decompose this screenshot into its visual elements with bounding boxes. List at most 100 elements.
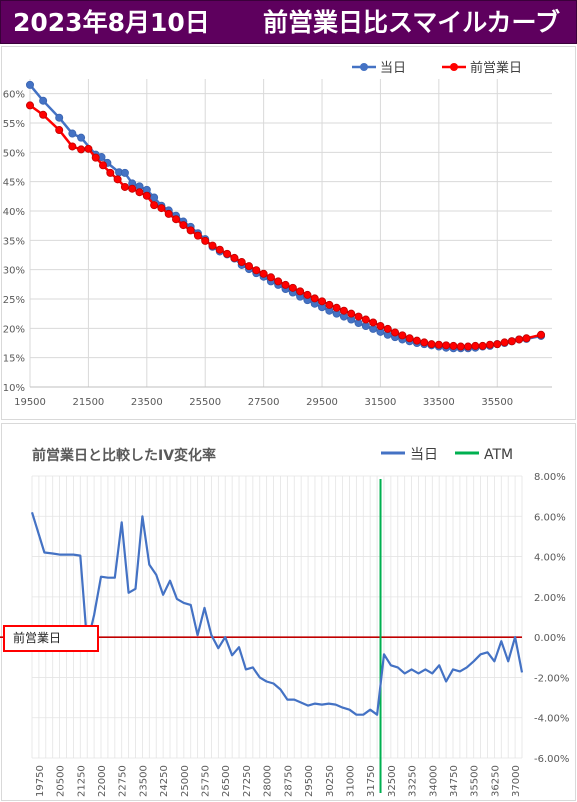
point-previous (135, 188, 144, 197)
y-tick-label: 40% (3, 207, 25, 218)
legend-label: ATM (484, 447, 513, 463)
x-tick-label: 23500 (131, 397, 163, 408)
point-previous (427, 340, 436, 349)
point-previous (376, 321, 385, 330)
point-previous (91, 153, 100, 162)
y-tick-label: -2.00% (534, 673, 569, 684)
point-previous (215, 245, 224, 254)
point-previous (274, 277, 283, 286)
y-tick-label: 15% (3, 354, 25, 365)
point-previous (172, 215, 181, 224)
x-tick-label: 31750 (366, 765, 377, 797)
x-tick-label: 35500 (481, 397, 513, 408)
y-tick-label: 6.00% (534, 512, 566, 523)
header-title: 前営業日比スマイルカーブ (263, 8, 561, 37)
point-previous (339, 306, 348, 315)
x-tick-label: 31000 (345, 765, 356, 797)
point-previous (128, 184, 137, 193)
point-previous (113, 175, 122, 184)
point-previous (507, 337, 516, 346)
point-previous (485, 340, 494, 349)
legend-label: 当日 (380, 61, 406, 76)
point-previous (259, 269, 268, 278)
point-today (25, 80, 34, 89)
x-tick-label: 21500 (72, 397, 104, 408)
point-previous (25, 101, 34, 110)
point-previous (318, 297, 327, 306)
point-today (77, 133, 86, 142)
x-tick-label: 21250 (76, 765, 87, 797)
point-previous (142, 191, 151, 200)
point-previous (39, 110, 48, 119)
point-previous (442, 341, 451, 350)
point-previous (456, 342, 465, 351)
series-line-previous (29, 104, 542, 348)
y-tick-label: 20% (3, 324, 25, 335)
point-previous (391, 328, 400, 337)
point-previous (164, 209, 173, 218)
point-previous (150, 201, 159, 210)
point-previous (515, 335, 524, 344)
x-tick-label: 23500 (138, 765, 149, 797)
point-previous (325, 300, 334, 309)
y-tick-label: 8.00% (534, 472, 566, 483)
y-tick-label: 10% (3, 383, 25, 394)
point-previous (471, 341, 480, 350)
x-tick-label: 33250 (408, 765, 419, 797)
x-tick-label: 19500 (14, 397, 46, 408)
previous-day-label: 前営業日 (3, 625, 99, 652)
x-tick-label: 34750 (449, 765, 460, 797)
point-previous (361, 315, 370, 324)
point-previous (500, 338, 509, 347)
point-previous (434, 340, 443, 349)
point-previous (99, 161, 108, 170)
point-previous (157, 204, 166, 213)
legend-label: 当日 (410, 447, 438, 463)
x-tick-label: 26500 (221, 765, 232, 797)
x-tick-label: 28750 (283, 765, 294, 797)
point-previous (354, 312, 363, 321)
point-previous (84, 144, 93, 153)
point-previous (77, 145, 86, 154)
point-previous (464, 342, 473, 351)
point-previous (179, 221, 188, 230)
point-previous (296, 287, 305, 296)
point-today (39, 96, 48, 105)
x-tick-label: 25750 (201, 765, 212, 797)
x-tick-label: 20500 (56, 765, 67, 797)
point-previous (369, 318, 378, 327)
x-tick-label: 28000 (263, 765, 274, 797)
point-previous (201, 236, 210, 245)
y-tick-label: 30% (3, 266, 25, 277)
x-tick-label: 33500 (423, 397, 455, 408)
y-tick-label: 35% (3, 236, 25, 247)
point-previous (332, 303, 341, 312)
y-tick-label: 45% (3, 178, 25, 189)
x-tick-label: 37000 (511, 765, 522, 797)
point-previous (223, 249, 232, 258)
point-previous (405, 334, 414, 343)
x-tick-label: 29500 (306, 397, 338, 408)
point-today (150, 193, 159, 202)
y-tick-label: 25% (3, 295, 25, 306)
point-previous (522, 334, 531, 343)
point-today (55, 113, 64, 122)
title-bar: 2023年8月10日 前営業日比スマイルカーブ (0, 0, 577, 44)
x-tick-label: 32500 (387, 765, 398, 797)
y-tick-label: -6.00% (534, 754, 569, 765)
x-tick-label: 34000 (428, 765, 439, 797)
point-previous (281, 280, 290, 289)
x-tick-label: 25500 (189, 397, 221, 408)
point-previous (347, 309, 356, 318)
header-date: 2023年8月10日 (13, 8, 210, 37)
point-previous (106, 168, 115, 177)
point-previous (493, 340, 502, 349)
x-tick-label: 24250 (159, 765, 170, 797)
point-previous (252, 266, 261, 275)
y-tick-label: 50% (3, 148, 25, 159)
point-today (120, 168, 129, 177)
series-line-iv-change (30, 511, 524, 716)
x-tick-label: 31500 (365, 397, 397, 408)
point-previous (186, 226, 195, 235)
